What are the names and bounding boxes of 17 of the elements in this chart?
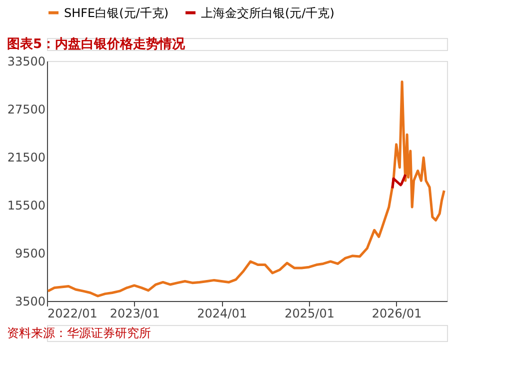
x-tick-label: 2024/01 [197, 306, 247, 320]
y-tick-label: 33500 [7, 54, 46, 68]
line-series [391, 173, 407, 190]
x-tick-label: 2026/01 [372, 306, 422, 320]
y-tick-label: 21500 [7, 150, 46, 164]
legend-label: SHFE白银(元/千克) [64, 6, 169, 20]
x-tick-label: 2022/01 [48, 306, 98, 320]
legend-label: 上海金交所白银(元/千克) [201, 6, 334, 20]
line-series [46, 80, 446, 298]
y-tick-label: 15500 [7, 198, 46, 212]
x-tick-label: 2025/01 [284, 306, 334, 320]
x-tick-label: 2023/01 [110, 306, 160, 320]
text: 资料来源：华源证券研究所 [7, 326, 151, 340]
chart-title: 图表5：内盘白银价格走势情况 [7, 36, 186, 52]
y-tick-label: 27500 [7, 102, 46, 116]
y-tick-label: 3500 [14, 294, 46, 308]
y-tick-label: 9500 [14, 246, 46, 260]
